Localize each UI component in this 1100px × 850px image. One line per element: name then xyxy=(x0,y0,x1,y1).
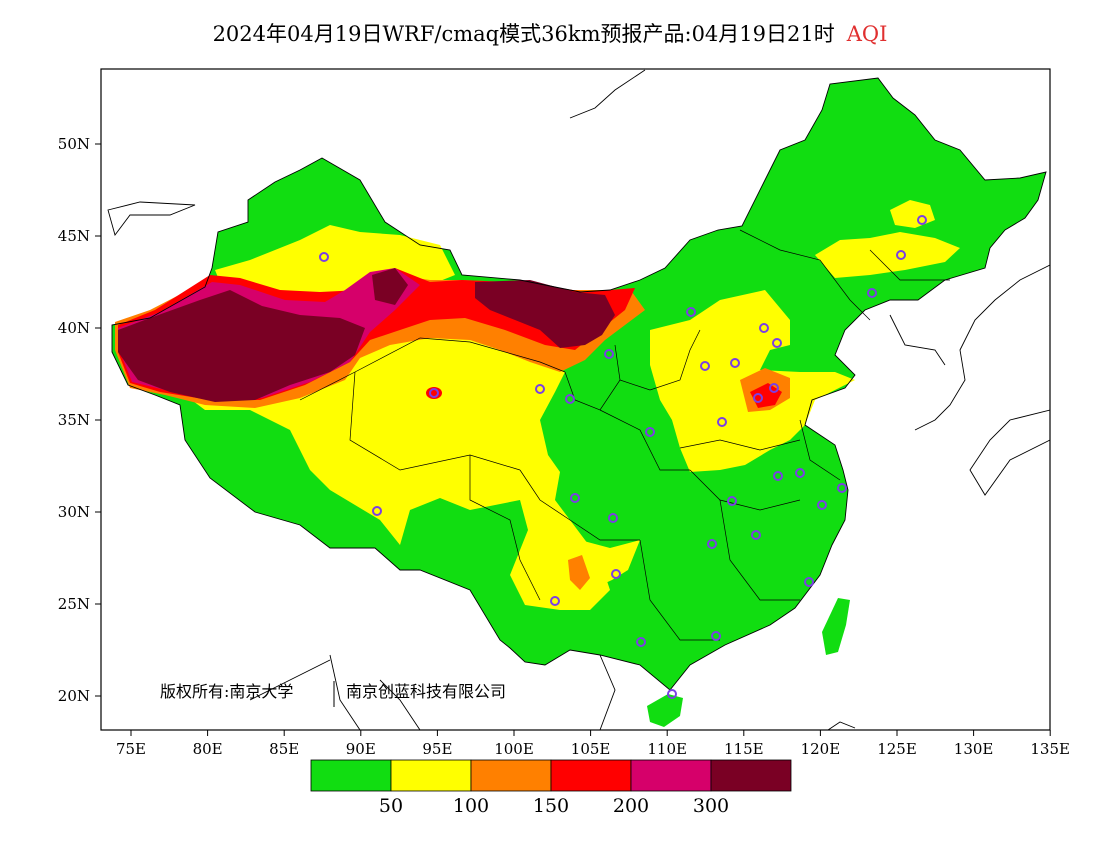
lat-tick-label: 35N xyxy=(58,411,90,429)
neighbor-outlines xyxy=(107,69,1050,730)
province-boundaries xyxy=(299,229,950,641)
legend-label: 300 xyxy=(693,795,729,817)
lon-tick-label: 105E xyxy=(571,740,611,758)
station-markers xyxy=(319,215,927,699)
lat-tick-label: 40N xyxy=(58,319,90,337)
lon-tick-label: 120E xyxy=(801,740,841,758)
national-border xyxy=(111,77,1047,691)
region-moderate-sw xyxy=(540,540,640,595)
lon-tick-label: 80E xyxy=(193,740,223,758)
title-product: AQI xyxy=(846,22,888,46)
lon-tick-label: 85E xyxy=(269,740,299,758)
lat-tick-label: 25N xyxy=(58,595,90,613)
legend-label: 50 xyxy=(379,795,403,817)
lon-tick-label: 115E xyxy=(724,740,764,758)
taiwan-island xyxy=(822,598,850,655)
lat-tick-label: 45N xyxy=(58,227,90,245)
legend-swatch xyxy=(470,759,552,792)
lon-tick-label: 130E xyxy=(954,740,994,758)
lat-tick-label: 30N xyxy=(58,503,90,521)
lat-tick-label: 50N xyxy=(58,135,90,153)
legend-swatch xyxy=(390,759,472,792)
legend-swatch xyxy=(710,759,792,792)
legend-label: 200 xyxy=(613,795,649,817)
copyright-text-2: 南京创蓝科技有限公司 xyxy=(346,682,506,701)
region-hazardous-taklimakan xyxy=(118,290,365,402)
legend-label: 100 xyxy=(453,795,489,817)
lon-tick-label: 125E xyxy=(877,740,917,758)
latitude-axis: 50N 45N 40N 35N 30N 25N 20N xyxy=(58,135,101,705)
legend-swatch xyxy=(550,759,632,792)
legend-swatch xyxy=(310,759,392,792)
map-title: 2024年04月19日WRF/cmaq模式36km预报产品:04月19日21时 A… xyxy=(0,18,1100,48)
map-layers xyxy=(107,69,1050,730)
region-moderate-ne2 xyxy=(890,200,935,228)
copyright-text: 版权所有:南京大学 xyxy=(160,682,293,701)
hainan-island xyxy=(647,694,683,727)
region-moderate-northeast xyxy=(815,232,960,278)
region-moderate-west xyxy=(185,335,610,610)
region-hazardous-tuha xyxy=(372,268,408,305)
lon-tick-label: 95E xyxy=(422,740,452,758)
title-main: 2024年04月19日WRF/cmaq模式36km预报产品:04月19日21时 xyxy=(212,22,835,46)
lon-tick-label: 90E xyxy=(346,740,376,758)
legend-swatch xyxy=(630,759,712,792)
lon-tick-label: 100E xyxy=(494,740,534,758)
region-hazardous-alxa xyxy=(475,280,615,348)
lat-tick-label: 20N xyxy=(58,687,90,705)
lon-tick-label: 135E xyxy=(1030,740,1070,758)
region-sensitive-yunnan xyxy=(568,555,590,590)
longitude-axis: 75E 80E 85E 90E 95E 100E 105E 110E 115E 120E 125E 1… xyxy=(116,730,1070,758)
lon-tick-label: 75E xyxy=(116,740,146,758)
plot-frame xyxy=(100,68,1051,731)
legend-label: 150 xyxy=(533,795,569,817)
aqi-legend: 50 100 150 200 300 xyxy=(310,759,792,817)
lon-tick-label: 110E xyxy=(647,740,687,758)
